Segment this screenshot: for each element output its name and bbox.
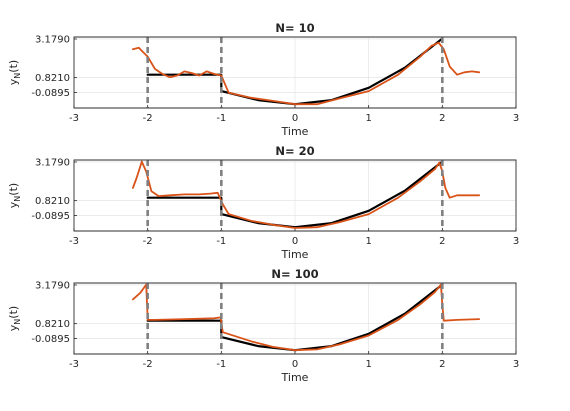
subplot-1: -3 -2 -1 0 1 2 3 -0.0895 0.8210 3.1790 N= 10 Time yN… <box>7 21 519 138</box>
x-tick-label: 0 <box>292 236 298 247</box>
approximation-line <box>132 283 481 352</box>
y-axis-label: yN(t) <box>7 306 22 331</box>
y-axis-label: yN(t) <box>7 60 22 85</box>
x-tick-label: 1 <box>365 113 371 124</box>
y-tick-label: 0.8210 <box>35 319 70 330</box>
x-tick-label: -3 <box>69 236 79 247</box>
x-tick-label: -3 <box>69 113 79 124</box>
y-tick-label: 3.1790 <box>35 34 70 45</box>
x-tick-label: -2 <box>143 113 153 124</box>
x-tick-label: 1 <box>365 359 371 370</box>
plot-border <box>73 159 517 232</box>
x-tick-label: 3 <box>513 236 519 247</box>
x-axis-label: Time <box>281 248 309 261</box>
x-tick-label: 0 <box>292 113 298 124</box>
y-axis-label: yN(t) <box>7 183 22 208</box>
x-tick-label: -3 <box>69 359 79 370</box>
y-tick-label: 3.1790 <box>35 157 70 168</box>
plot-border <box>73 282 517 355</box>
subplot-title: N= 100 <box>271 267 318 281</box>
subplot-title: N= 20 <box>275 144 314 158</box>
subplot-3: -3 -2 -1 0 1 2 3 -0.0895 0.8210 3.1790 N= 100 Time y… <box>7 267 519 384</box>
x-tick-label: 3 <box>513 359 519 370</box>
x-tick-label: -2 <box>143 359 153 370</box>
x-tick-label: -2 <box>143 236 153 247</box>
subplot-2: -3 -2 -1 0 1 2 3 -0.0895 0.8210 3.1790 N= 20 Time yN… <box>7 144 519 261</box>
subplot-title: N= 10 <box>275 21 314 35</box>
x-tick-label: 0 <box>292 359 298 370</box>
x-tick-label: 1 <box>365 236 371 247</box>
x-tick-label: 2 <box>439 359 445 370</box>
plot-border <box>73 36 517 109</box>
y-tick-label: 0.8210 <box>35 196 70 207</box>
y-tick-label: -0.0895 <box>31 211 70 222</box>
x-tick-label: -1 <box>216 113 226 124</box>
y-tick-label: -0.0895 <box>31 88 70 99</box>
y-tick-label: 3.1790 <box>35 280 70 291</box>
y-tick-label: 0.8210 <box>35 73 70 84</box>
y-tick-label: -0.0895 <box>31 334 70 345</box>
approximation-line <box>132 41 481 106</box>
x-tick-label: 2 <box>439 113 445 124</box>
x-tick-label: 3 <box>513 113 519 124</box>
approximation-line <box>132 160 481 229</box>
x-tick-label: -1 <box>216 236 226 247</box>
x-tick-label: -1 <box>216 359 226 370</box>
x-tick-label: 2 <box>439 236 445 247</box>
x-axis-label: Time <box>281 371 309 384</box>
x-axis-label: Time <box>281 125 309 138</box>
